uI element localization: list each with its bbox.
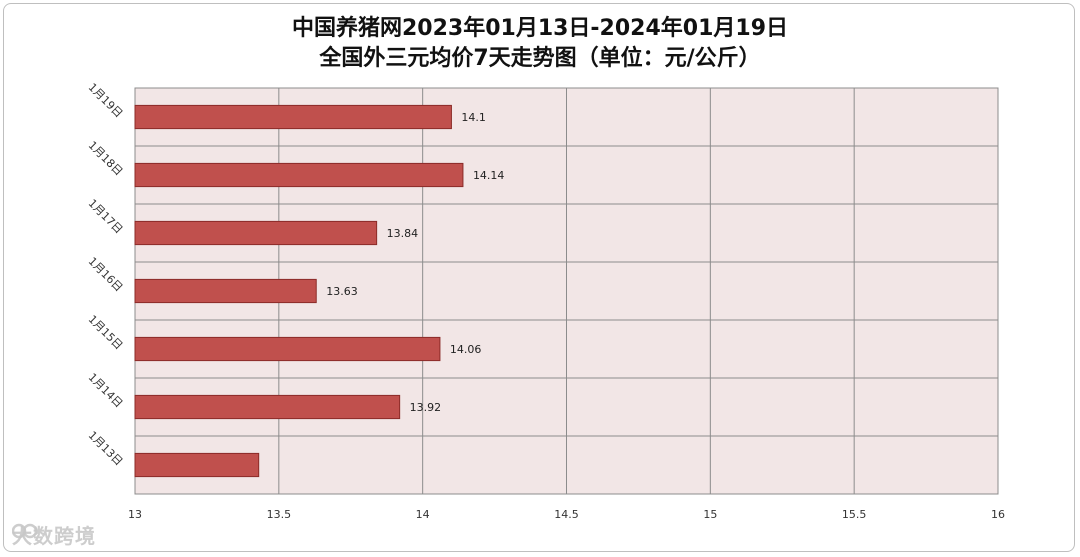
data-label: 14.1 xyxy=(461,111,486,124)
x-tick-label: 15 xyxy=(703,508,717,521)
bar xyxy=(134,336,441,362)
y-category-label: 1月14日 xyxy=(86,371,126,411)
bar xyxy=(134,452,260,478)
y-category-label: 1月16日 xyxy=(86,255,126,295)
y-category-label: 1月15日 xyxy=(86,313,126,353)
watermark: 大数跨境 xyxy=(12,520,96,549)
watermark-logo-icon xyxy=(12,523,38,539)
data-label: 13.63 xyxy=(326,285,358,298)
x-tick-label: 13.5 xyxy=(267,508,292,521)
y-category-label: 1月13日 xyxy=(86,429,126,469)
bar xyxy=(134,278,317,304)
x-tick-label: 13 xyxy=(128,508,142,521)
bar xyxy=(134,220,378,246)
chart-title: 中国养猪网2023年01月13日-2024年01月19日 xyxy=(291,16,789,41)
chart-subtitle: 全国外三元均价7天走势图（单位：元/公斤） xyxy=(319,46,761,71)
data-label: 14.14 xyxy=(473,169,505,182)
x-tick-label: 15.5 xyxy=(842,508,867,521)
y-category-label: 1月19日 xyxy=(86,81,126,121)
bar xyxy=(134,104,452,130)
data-label: 13.92 xyxy=(410,401,442,414)
x-tick-label: 16 xyxy=(991,508,1005,521)
data-label: 13.84 xyxy=(387,227,419,240)
bar xyxy=(134,162,464,188)
x-tick-label: 14.5 xyxy=(554,508,579,521)
y-category-label: 1月18日 xyxy=(86,139,126,179)
chart-frame xyxy=(3,3,1075,552)
bar xyxy=(134,394,401,420)
y-category-label: 1月17日 xyxy=(86,197,126,237)
data-label: 14.06 xyxy=(450,343,482,356)
x-tick-label: 14 xyxy=(416,508,430,521)
